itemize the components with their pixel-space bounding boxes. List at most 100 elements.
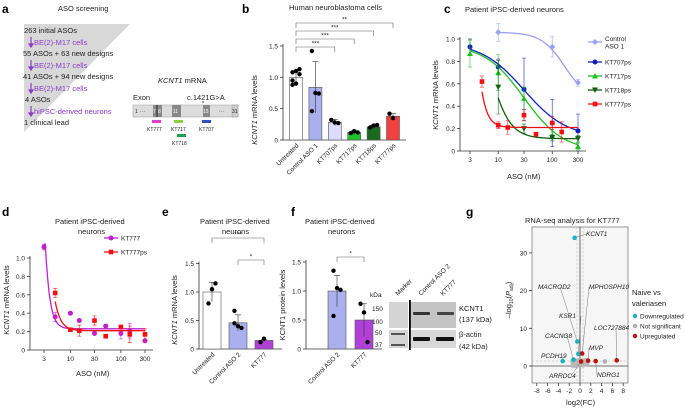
panel-g-nonsig-point — [582, 362, 587, 367]
panel-g-gene-point — [572, 235, 577, 241]
panel-g-x-tick-label: -6 — [545, 388, 551, 395]
panel-b-significance-stars: *** — [321, 33, 329, 40]
panel-d-data-point — [118, 330, 124, 336]
panel-d-legend-marker — [108, 235, 114, 241]
panel-f-data-point — [331, 313, 336, 319]
panel-b-y-tick-label: 0.5 — [269, 106, 278, 113]
panel-g-legend-marker — [632, 333, 638, 339]
panel-c-legend-label: KT707ps — [605, 60, 632, 67]
panel-g-gene-label: PCDH19 — [541, 353, 567, 360]
exon-1: 1 — [135, 109, 138, 115]
panel-label-f: f — [291, 205, 296, 219]
gene-diagram: 1 ··· 7 8 11 15 ··· 31 — [132, 104, 239, 118]
panel-g-gene-label: MPHOSPH10 — [589, 284, 629, 291]
panel-d-legend-label: KT777 — [121, 236, 141, 243]
panel-g-gene-leader — [581, 286, 590, 354]
panel-d-y-tick-label: 1.0 — [16, 256, 25, 263]
panel-c-x-tick-label: 30 — [520, 157, 528, 164]
panel-d-data-point — [127, 332, 133, 337]
panel-c-legend-marker — [592, 87, 598, 93]
step-screen-3: BE(2)-M17 cells — [34, 84, 88, 93]
panel-g-xlabel: log2(FC) — [566, 398, 596, 407]
panel-c-data-point — [575, 128, 581, 134]
panel-d-title-2: neurons — [78, 227, 105, 236]
panel-d-x-tick-label: 3 — [42, 356, 46, 363]
panel-c-y-tick-label: 0.8 — [446, 59, 455, 66]
panel-f-data-point — [358, 301, 363, 306]
panel-g-gene-leader — [615, 327, 617, 361]
step-initial: 263 initial ASOs — [24, 26, 77, 35]
panel-d-title-1: Patient iPSC-derived — [55, 217, 125, 226]
panel-g-gene-leader — [559, 286, 578, 342]
panel-d-data-point — [142, 332, 148, 337]
panel-g-x-tick-label: 8 — [621, 388, 625, 395]
panel-f-x-tick-label: Control ASO 2 — [307, 351, 342, 386]
panel-d-data-point — [67, 310, 73, 316]
panel-b-title: Human neuroblastoma cells — [289, 3, 382, 12]
panel-g-gene-leader — [566, 335, 574, 360]
panel-c-data-point — [575, 136, 581, 142]
panel-c-x-tick-label: 3 — [468, 157, 472, 164]
panel-b-x-tick-label: KT777ps — [374, 142, 398, 166]
panel-g-gene-point — [575, 339, 580, 344]
panel-g-legend-label: Downregulated — [640, 314, 684, 321]
actin-band-image — [410, 330, 456, 348]
panel-g-gene-point — [560, 358, 566, 364]
panel-c-data-point — [549, 120, 555, 126]
panel-c-data-point — [521, 95, 527, 101]
panel-f-title-1: Patient iPSC-derived — [305, 217, 375, 226]
panel-c-legend-marker — [592, 101, 598, 107]
panel-c-data-point — [521, 112, 527, 118]
panel-g-gene-point — [579, 351, 585, 356]
panel-f-y-tick-label: 0.5 — [292, 318, 301, 325]
panel-c-x-tick-label: 100 — [547, 157, 558, 164]
panel-g-gene-label: KCNT1 — [586, 231, 608, 238]
panel-b-y-tick-label: 1.0 — [269, 75, 278, 82]
panel-d-data-point — [92, 330, 97, 336]
aso-label-kt718: KT718 — [172, 141, 187, 147]
panel-c-data-point — [495, 84, 502, 91]
panel-c-legend-label: KT717ps — [605, 74, 632, 81]
panel-d-y-tick-label: 0 — [21, 348, 25, 355]
panel-e-data-point — [235, 324, 241, 329]
exon-11: 11 — [173, 109, 178, 115]
panel-d-x-tick-label: 100 — [115, 356, 126, 363]
panel-g-gene-point — [585, 358, 591, 364]
panel-f-y-tick-label: 0 — [297, 347, 301, 354]
marker-100: 100 — [372, 319, 383, 326]
funnel-triangle — [24, 24, 130, 132]
panel-d-data-point — [52, 290, 58, 296]
panel-c-y-tick-label: 0.6 — [446, 81, 455, 88]
panel-b-data-point — [355, 130, 360, 135]
panel-d-y-tick-label: 0.6 — [16, 292, 25, 299]
panel-c-xlabel: ASO (nM) — [507, 172, 541, 181]
panel-b-data-point — [352, 129, 357, 134]
panel-e-data-point — [258, 339, 263, 345]
panel-c-data-point — [495, 122, 501, 128]
panel-g-x-tick-label: -2 — [566, 388, 572, 395]
panel-b-data-point — [387, 111, 392, 116]
panel-c-ylabel: KCNT1 mRNA levels — [431, 60, 440, 130]
panel-d-data-point — [68, 327, 73, 333]
panel-g-x-tick-label: 0 — [578, 388, 582, 395]
panel-c-y-tick-label: 0.2 — [446, 126, 455, 133]
panel-f-data-point — [331, 268, 336, 273]
exon-15: 15 — [203, 109, 209, 115]
panel-label-b: b — [242, 2, 249, 16]
panel-b-data-point — [329, 117, 334, 123]
panel-g-gene-point — [602, 359, 608, 364]
panel-b-data-point — [313, 90, 318, 96]
panel-g-gene-point — [593, 358, 598, 364]
panel-g-gene-point — [571, 357, 576, 362]
panel-e-significance-stars: *** — [234, 232, 242, 239]
panel-d-data-point — [92, 318, 97, 323]
panel-e-data-point — [232, 308, 237, 314]
panel-label-a: a — [2, 2, 9, 16]
panel-b-data-point — [309, 108, 315, 114]
panel-e-x-tick-label: Untreated — [191, 351, 216, 376]
lane-kt777: KT777 — [439, 279, 458, 298]
panel-c-data-point — [533, 131, 539, 137]
panel-e-significance-stars: * — [250, 254, 253, 261]
panel-e-title-1: Patient iPSC-derived — [200, 217, 270, 226]
panel-g-y-tick-label: 0 — [523, 364, 527, 371]
